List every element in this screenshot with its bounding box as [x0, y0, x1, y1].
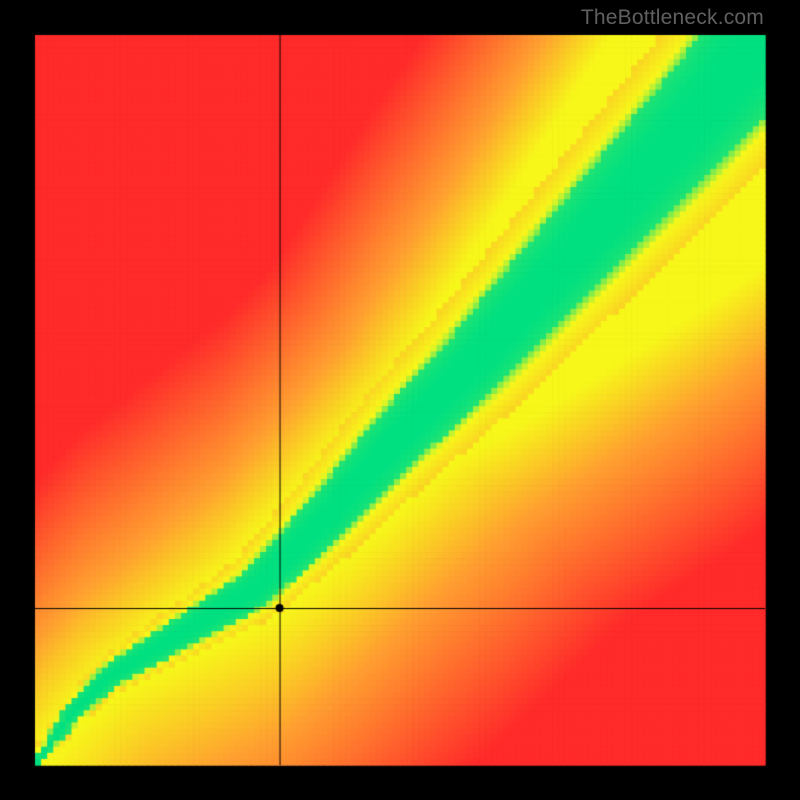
chart-container: TheBottleneck.com	[0, 0, 800, 800]
watermark-text: TheBottleneck.com	[581, 6, 764, 30]
bottleneck-heatmap	[0, 0, 800, 800]
